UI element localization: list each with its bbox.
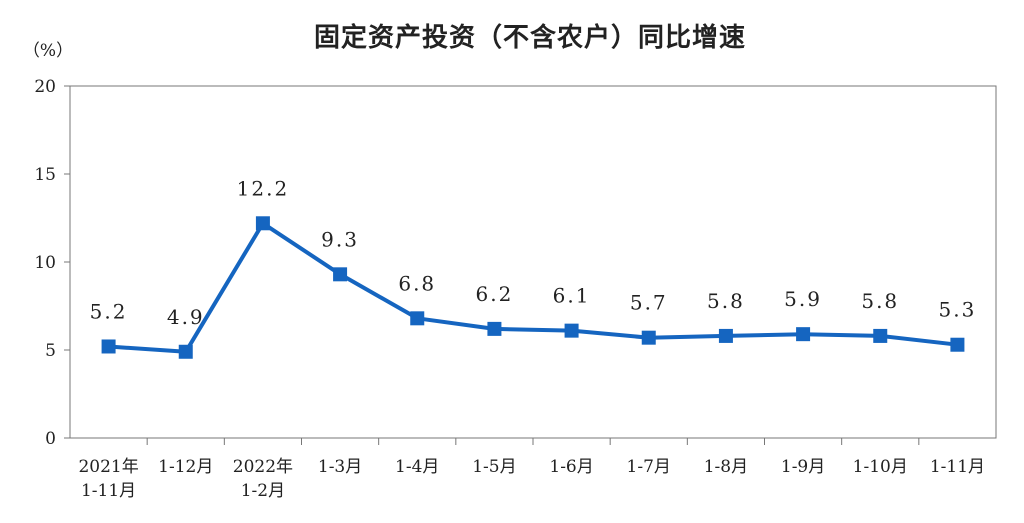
x-tick-label: 1-4月 — [395, 457, 439, 477]
x-tick-label: 1-11月 — [81, 481, 136, 501]
data-label: 5.9 — [784, 287, 822, 311]
x-axis: 2021年 1-11月 1-12月 2022年 1-2月 1-3月 1-4月 1-5月 1-6月… — [78, 438, 985, 501]
x-tick-label: 1-10月 — [853, 457, 908, 477]
x-tick-label: 1-12月 — [158, 457, 213, 477]
data-point-marker — [873, 328, 888, 343]
data-point-marker — [255, 216, 270, 231]
data-point-marker — [178, 344, 193, 359]
data-label: 6.2 — [476, 282, 514, 306]
x-tick-label: 1-2月 — [241, 481, 285, 501]
data-label: 12.2 — [237, 176, 290, 200]
x-tick-label: 1-6月 — [549, 457, 593, 477]
x-tick-label: 1-8月 — [704, 457, 748, 477]
y-axis: 0 5 10 15 20 — [34, 77, 70, 449]
x-tick-label: 1-9月 — [781, 457, 825, 477]
series-markers — [101, 216, 965, 359]
data-label: 5.2 — [90, 299, 128, 323]
data-label: 9.3 — [321, 227, 359, 251]
data-label: 5.7 — [630, 291, 668, 315]
x-tick-label: 1-3月 — [318, 457, 362, 477]
data-point-marker — [101, 339, 116, 354]
x-tick-label: 1-5月 — [472, 457, 516, 477]
data-point-marker — [641, 330, 656, 345]
x-tick-label: 2022年 — [233, 457, 293, 477]
data-label: 5.3 — [939, 298, 977, 322]
y-tick-label: 15 — [34, 165, 56, 185]
y-tick-label: 0 — [45, 429, 56, 449]
data-label: 4.9 — [167, 305, 205, 329]
plot-area-frame — [69, 85, 997, 439]
chart-title: 固定资产投资（不含农户）同比增速 — [314, 22, 746, 53]
data-point-marker — [564, 323, 579, 338]
data-point-marker — [718, 328, 733, 343]
data-label: 5.8 — [707, 289, 745, 313]
y-tick-label: 20 — [34, 77, 56, 97]
data-point-marker — [950, 337, 965, 352]
x-tick-label: 1-11月 — [930, 457, 985, 477]
x-tick-label: 2021年 — [78, 457, 138, 477]
data-label: 5.8 — [861, 289, 899, 313]
y-tick-label: 5 — [45, 341, 56, 361]
data-label: 6.8 — [398, 271, 436, 295]
y-axis-unit-label: （%） — [23, 41, 73, 61]
y-tick-label: 10 — [34, 253, 56, 273]
data-labels: 5.2 4.9 12.2 9.3 6.8 6.2 6.1 5.7 5.8 5.9 5.8 5.3 — [90, 176, 977, 329]
data-point-marker — [410, 311, 425, 326]
data-point-marker — [487, 321, 502, 336]
data-point-marker — [333, 267, 348, 282]
x-tick-label: 1-7月 — [627, 457, 671, 477]
data-label: 6.1 — [553, 284, 591, 308]
series-line — [106, 221, 960, 354]
data-point-marker — [796, 327, 811, 342]
